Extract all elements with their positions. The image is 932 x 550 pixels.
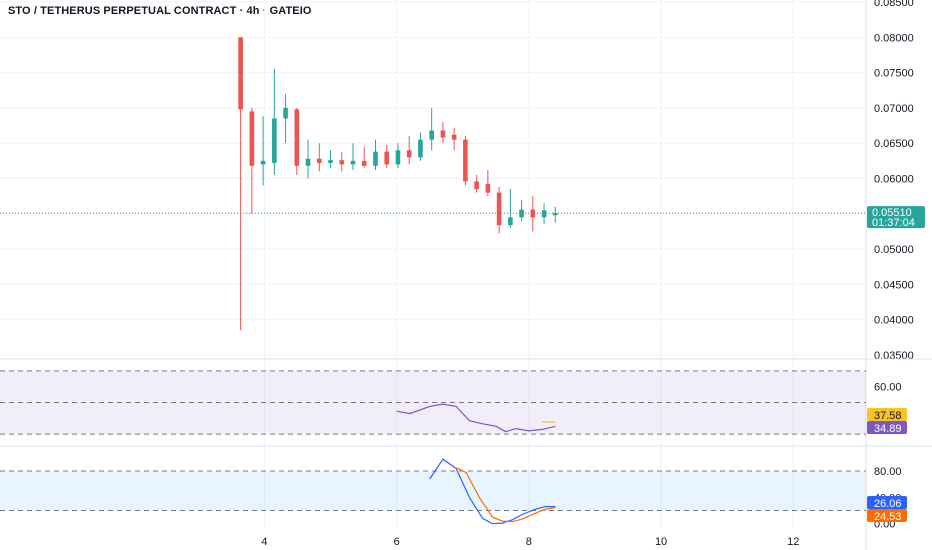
rsi-badge xyxy=(867,421,907,434)
candle-body xyxy=(418,139,423,158)
candle-body xyxy=(395,150,401,165)
stoch-y-tick-label-0: 80.00 xyxy=(874,466,902,478)
candles xyxy=(238,37,558,331)
candle-body xyxy=(339,160,345,165)
candle-body xyxy=(519,209,524,218)
stoch-series-line-0 xyxy=(429,458,556,525)
rsi-ma-value: 37.58 xyxy=(874,410,902,422)
main-grid xyxy=(0,0,866,531)
candle-body xyxy=(406,150,412,158)
candle-body xyxy=(350,160,356,165)
candle-body xyxy=(294,109,300,166)
stoch-band xyxy=(0,471,866,511)
candle-body xyxy=(328,160,333,163)
y-tick-label-4: 0.06500 xyxy=(874,138,914,150)
candle-body xyxy=(474,181,479,190)
candle-body xyxy=(305,158,311,166)
candle-body xyxy=(429,130,434,140)
candle-body xyxy=(283,107,288,119)
candle-body xyxy=(260,160,266,165)
chart-title: STO / TETHERUS PERPETUAL CONTRACT · 4h ·… xyxy=(8,5,312,17)
candle-body xyxy=(541,210,547,218)
candle-body xyxy=(485,184,491,193)
candle-body xyxy=(463,139,468,182)
stoch-k-value: 26.06 xyxy=(874,498,902,510)
candle-body xyxy=(316,158,322,163)
stoch-k-badge xyxy=(867,496,907,509)
x-tick-label-3: 10 xyxy=(655,536,667,548)
candle-body xyxy=(373,151,378,166)
rsi-y-tick-label-0: 60.00 xyxy=(874,382,902,394)
candle-body xyxy=(496,192,502,226)
y-tick-label-8: 0.04500 xyxy=(874,279,914,291)
y-tick-label-2: 0.07500 xyxy=(874,68,914,80)
candle-body xyxy=(451,134,457,140)
stoch-d-value: 24.53 xyxy=(874,511,902,523)
y-tick-label-5: 0.06000 xyxy=(874,174,914,186)
rsi-ma-badge xyxy=(867,408,907,421)
y-tick-label-3: 0.07000 xyxy=(874,103,914,115)
candle-body xyxy=(552,213,558,216)
rsi-series-line-0 xyxy=(396,403,556,433)
x-tick-label-1: 6 xyxy=(394,536,400,548)
last-price-value: 0.05510 xyxy=(872,207,912,219)
y-tick-label-9: 0.04000 xyxy=(874,315,914,327)
y-tick-label-0: 0.08500 xyxy=(874,0,914,9)
x-tick-label-0: 4 xyxy=(261,536,267,548)
candle-body xyxy=(272,118,277,163)
bar-countdown: 01:37:04 xyxy=(872,217,915,229)
candle-body xyxy=(238,37,243,110)
stoch-d-badge xyxy=(867,509,907,522)
candle-body xyxy=(249,111,255,166)
rsi-value: 34.89 xyxy=(874,423,902,435)
x-tick-label-2: 8 xyxy=(526,536,532,548)
stoch-series-line-1 xyxy=(455,467,556,523)
last-price-badge xyxy=(867,206,925,229)
rsi-series-line-1 xyxy=(542,421,556,423)
y-tick-label-7: 0.05000 xyxy=(874,244,914,256)
y-tick-label-1: 0.08000 xyxy=(874,32,914,44)
candle-body xyxy=(361,160,367,166)
candle-body xyxy=(384,151,390,165)
candle-body xyxy=(440,130,446,138)
candle-body xyxy=(530,209,536,218)
x-tick-label-4: 12 xyxy=(787,536,799,548)
candle-body xyxy=(508,217,513,226)
y-tick-label-10: 0.03500 xyxy=(874,350,914,362)
